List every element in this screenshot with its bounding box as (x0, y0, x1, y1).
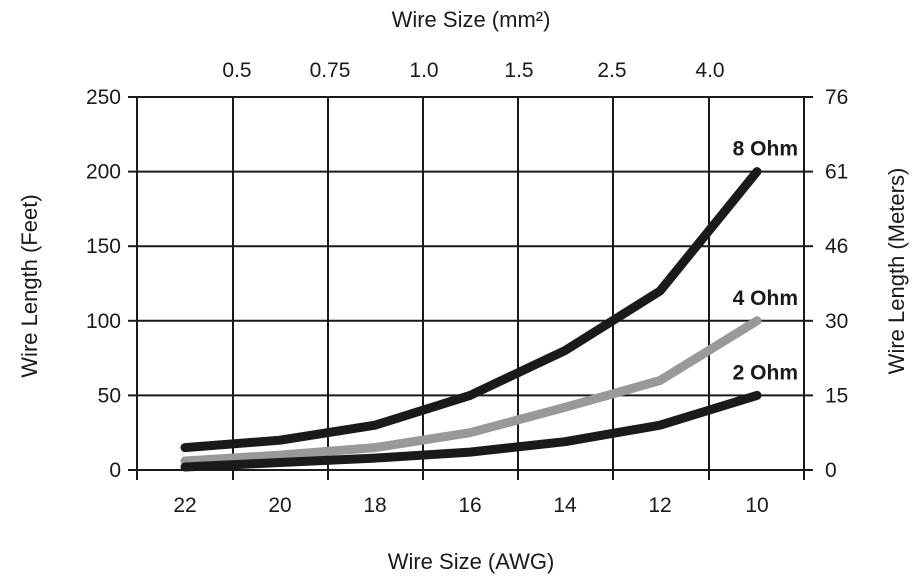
x-tick-label: 20 (268, 494, 291, 517)
y-tick-label: 50 (98, 384, 121, 407)
y-tick-label: 100 (86, 310, 121, 333)
series-line (180, 316, 762, 466)
plot-frame (136, 96, 805, 471)
axis-ticks (128, 96, 813, 480)
top-tick-label: 2.5 (597, 59, 626, 82)
x-tick-label: 14 (553, 494, 577, 517)
y2-tick-label: 76 (825, 86, 848, 109)
series-label: 4 Ohm (733, 287, 798, 310)
x-axis-title: Wire Size (AWG) (388, 549, 555, 574)
y2-tick-label: 30 (825, 310, 848, 333)
y2-tick-label: 61 (825, 161, 848, 184)
top-tick-label: 0.75 (310, 59, 351, 82)
y-tick-label: 250 (86, 86, 121, 109)
y2-tick-label: 46 (825, 235, 848, 258)
y-axis-title: Wire Length (Feet) (17, 194, 42, 377)
top-tick-label: 1.5 (504, 59, 533, 82)
x-tick-label: 18 (363, 494, 386, 517)
x-tick-label: 22 (173, 494, 196, 517)
top-axis-title: Wire Size (mm²) (392, 7, 551, 32)
x-tick-label: 10 (745, 494, 768, 517)
series-line (180, 167, 762, 453)
y2-tick-label: 0 (825, 459, 837, 482)
series-line (180, 390, 762, 472)
y2-axis-title: Wire Length (Meters) (884, 168, 909, 375)
y-tick-label: 150 (86, 235, 121, 258)
y-tick-label: 200 (86, 161, 121, 184)
series-label: 8 Ohm (733, 138, 798, 161)
y-tick-label: 0 (109, 459, 121, 482)
top-tick-label: 0.5 (222, 59, 251, 82)
top-tick-label: 1.0 (409, 59, 438, 82)
top-tick-label: 4.0 (695, 59, 724, 82)
series-lines (180, 167, 762, 472)
x-tick-label: 12 (648, 494, 671, 517)
y2-tick-label: 15 (825, 384, 848, 407)
x-tick-label: 16 (458, 494, 481, 517)
tick-labels: 0 0 50 15 100 30 150 46 200 61 250 76 22 20 18 16 14 12 10… (86, 59, 848, 517)
series-label: 2 Ohm (733, 361, 798, 384)
